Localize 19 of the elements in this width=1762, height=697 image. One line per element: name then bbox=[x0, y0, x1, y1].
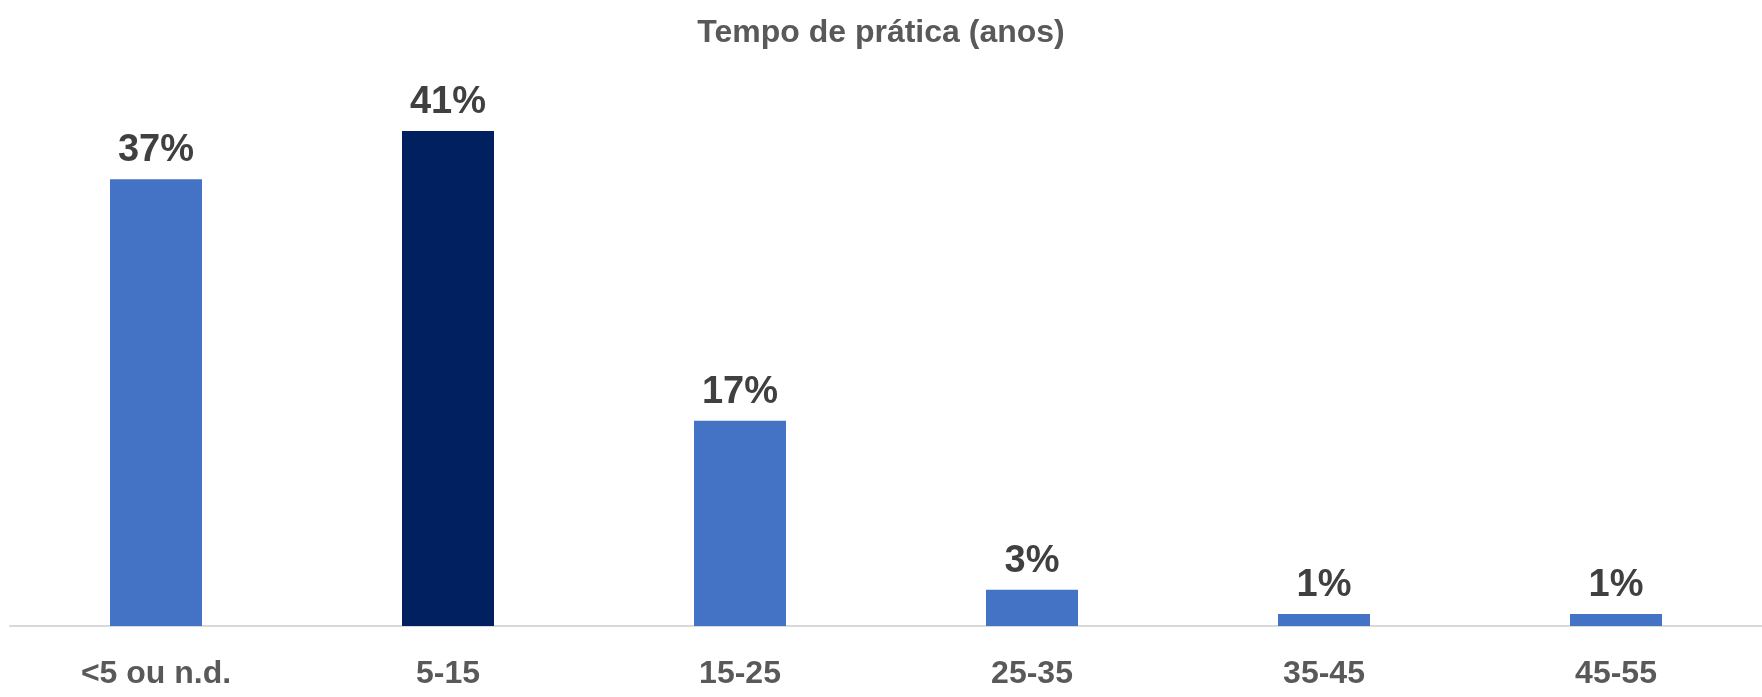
bar bbox=[1570, 613, 1662, 626]
x-tick-label: 25-35 bbox=[991, 654, 1073, 690]
x-tick-label: 15-25 bbox=[699, 654, 781, 690]
x-tick-label: 35-45 bbox=[1283, 654, 1365, 690]
data-label: 1% bbox=[1296, 561, 1352, 604]
x-tick-label: 45-55 bbox=[1575, 654, 1657, 690]
bar bbox=[402, 131, 494, 626]
data-label: 17% bbox=[701, 368, 779, 411]
bar bbox=[1278, 613, 1370, 626]
data-label: 41% bbox=[409, 79, 487, 121]
data-label: 3% bbox=[1004, 537, 1060, 580]
bar bbox=[694, 420, 786, 626]
x-tick-label: <5 ou n.d. bbox=[80, 654, 232, 690]
x-tick-label: 5-15 bbox=[415, 654, 481, 690]
chart-title: Tempo de prática (anos) bbox=[697, 13, 1065, 49]
data-label: 1% bbox=[1588, 561, 1644, 604]
bar bbox=[110, 179, 202, 626]
bar bbox=[986, 589, 1078, 626]
data-label: 37% bbox=[117, 127, 195, 170]
